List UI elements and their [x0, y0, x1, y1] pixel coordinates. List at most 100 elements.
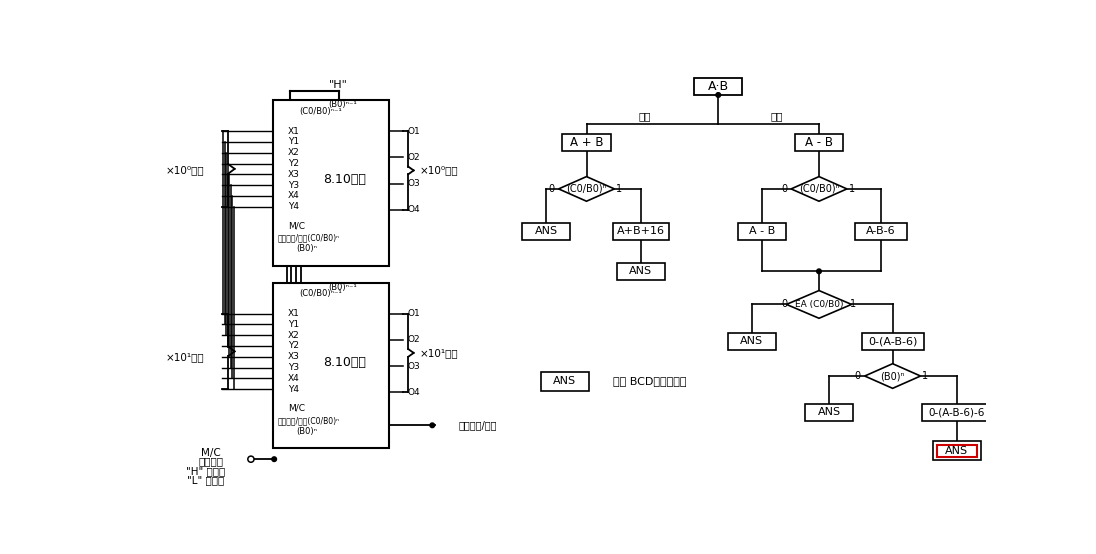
Text: O1: O1	[408, 127, 420, 136]
Text: A - B: A - B	[804, 136, 833, 149]
Circle shape	[817, 269, 821, 274]
Text: EA (C0/B0): EA (C0/B0)	[795, 300, 843, 309]
Text: 0-(A-B-6): 0-(A-B-6)	[868, 336, 917, 346]
Bar	[738, 223, 786, 240]
Text: X3: X3	[288, 352, 300, 361]
Text: Y2: Y2	[288, 159, 299, 168]
Text: ANS: ANS	[535, 226, 558, 236]
Text: Y1: Y1	[288, 137, 299, 146]
Text: (B0)ⁿ⁻¹: (B0)ⁿ⁻¹	[328, 100, 357, 110]
Polygon shape	[865, 363, 921, 388]
Bar	[861, 333, 924, 350]
Bar	[540, 372, 589, 391]
Bar	[806, 404, 853, 420]
Text: 减法: 减法	[770, 111, 783, 121]
Text: ×10⁰输出: ×10⁰输出	[165, 165, 204, 175]
Text: ×10¹输入: ×10¹输入	[165, 352, 204, 362]
Text: Y1: Y1	[288, 320, 299, 329]
Bar	[522, 223, 570, 240]
Text: (B0)ⁿ: (B0)ⁿ	[296, 427, 317, 436]
Circle shape	[248, 456, 254, 462]
Text: 0: 0	[781, 299, 788, 310]
Text: A + B: A + B	[570, 136, 603, 149]
Text: ANS: ANS	[629, 266, 652, 276]
Text: O4: O4	[408, 388, 420, 397]
Text: (B0)ⁿ⁻¹: (B0)ⁿ⁻¹	[328, 283, 357, 292]
Text: X1: X1	[288, 309, 300, 318]
Text: 加法指令: 加法指令	[198, 456, 224, 466]
Bar	[273, 100, 389, 266]
Text: 1: 1	[616, 184, 623, 194]
Bar	[855, 223, 907, 240]
Text: 循环进位/借位(C0/B0)ⁿ: 循环进位/借位(C0/B0)ⁿ	[277, 234, 340, 243]
Text: O2: O2	[408, 335, 420, 345]
Polygon shape	[559, 177, 615, 201]
Polygon shape	[791, 177, 847, 201]
Text: (C0/B0)ⁿ: (C0/B0)ⁿ	[799, 184, 840, 194]
Text: O3: O3	[408, 362, 420, 371]
Circle shape	[272, 457, 276, 461]
Bar	[613, 223, 669, 240]
Circle shape	[716, 93, 720, 98]
Bar	[562, 134, 610, 151]
Text: "H" 加法器: "H" 加法器	[185, 466, 225, 476]
Text: 1: 1	[848, 184, 855, 194]
Text: ×10⁰输出: ×10⁰输出	[419, 166, 458, 176]
Text: Y3: Y3	[288, 181, 299, 189]
Text: 0: 0	[549, 184, 555, 194]
Bar	[937, 444, 978, 457]
Text: "H": "H"	[329, 80, 347, 90]
Text: M/C: M/C	[201, 448, 220, 458]
Text: M/C: M/C	[288, 404, 305, 413]
Text: (B0)ⁿ: (B0)ⁿ	[880, 371, 905, 381]
Text: 0: 0	[855, 371, 860, 381]
Bar	[617, 263, 665, 280]
Text: O2: O2	[408, 153, 420, 162]
Text: Y4: Y4	[288, 202, 299, 211]
Text: (C0/B0)ⁿ⁻¹: (C0/B0)ⁿ⁻¹	[299, 289, 342, 298]
Text: ANS: ANS	[740, 336, 763, 346]
Text: X1: X1	[288, 127, 300, 136]
Text: X4: X4	[288, 191, 300, 201]
Text: 加法: 加法	[638, 111, 651, 121]
Text: ANS: ANS	[553, 376, 576, 386]
Text: ANS: ANS	[946, 446, 969, 456]
Circle shape	[430, 423, 435, 428]
Text: "L" 减法器: "L" 减法器	[186, 475, 224, 485]
Text: A+B+16: A+B+16	[617, 226, 665, 236]
Text: 0: 0	[781, 184, 787, 194]
Text: 1: 1	[850, 299, 856, 310]
Text: (C0/B0)ⁿ: (C0/B0)ⁿ	[567, 184, 607, 194]
Text: O4: O4	[408, 205, 420, 214]
Text: (C0/B0)ⁿ⁻¹: (C0/B0)ⁿ⁻¹	[299, 106, 342, 116]
Bar	[728, 333, 776, 350]
Text: A-B-6: A-B-6	[866, 226, 895, 236]
Text: A·B: A·B	[708, 80, 729, 93]
Text: 8.10电路: 8.10电路	[323, 356, 366, 369]
Bar	[694, 78, 742, 95]
Text: ×10¹输出: ×10¹输出	[419, 348, 458, 358]
Text: O3: O3	[408, 179, 420, 188]
Text: X4: X4	[288, 374, 300, 383]
Polygon shape	[787, 290, 852, 318]
Bar	[795, 134, 843, 151]
Text: X2: X2	[288, 148, 300, 157]
Text: A - B: A - B	[749, 226, 775, 236]
Text: 循环进位/借位(C0/B0)ⁿ: 循环进位/借位(C0/B0)ⁿ	[277, 416, 340, 425]
Text: 0-(A-B-6)-6: 0-(A-B-6)-6	[928, 407, 985, 417]
Text: 8.10电路: 8.10电路	[323, 173, 366, 186]
Text: O1: O1	[408, 309, 420, 318]
Text: M/C: M/C	[288, 222, 305, 230]
Text: ANS: ANS	[818, 407, 841, 417]
Text: Y3: Y3	[288, 363, 299, 372]
Text: X3: X3	[288, 170, 300, 179]
Text: Y4: Y4	[288, 384, 299, 393]
Text: X2: X2	[288, 331, 300, 340]
Bar	[933, 442, 981, 460]
Bar	[273, 283, 389, 448]
Text: Y2: Y2	[288, 341, 299, 351]
Text: 1: 1	[922, 371, 928, 381]
Text: (B0)ⁿ: (B0)ⁿ	[296, 244, 317, 254]
Bar	[922, 404, 992, 420]
Text: 循环进位/借位: 循环进位/借位	[459, 420, 498, 430]
